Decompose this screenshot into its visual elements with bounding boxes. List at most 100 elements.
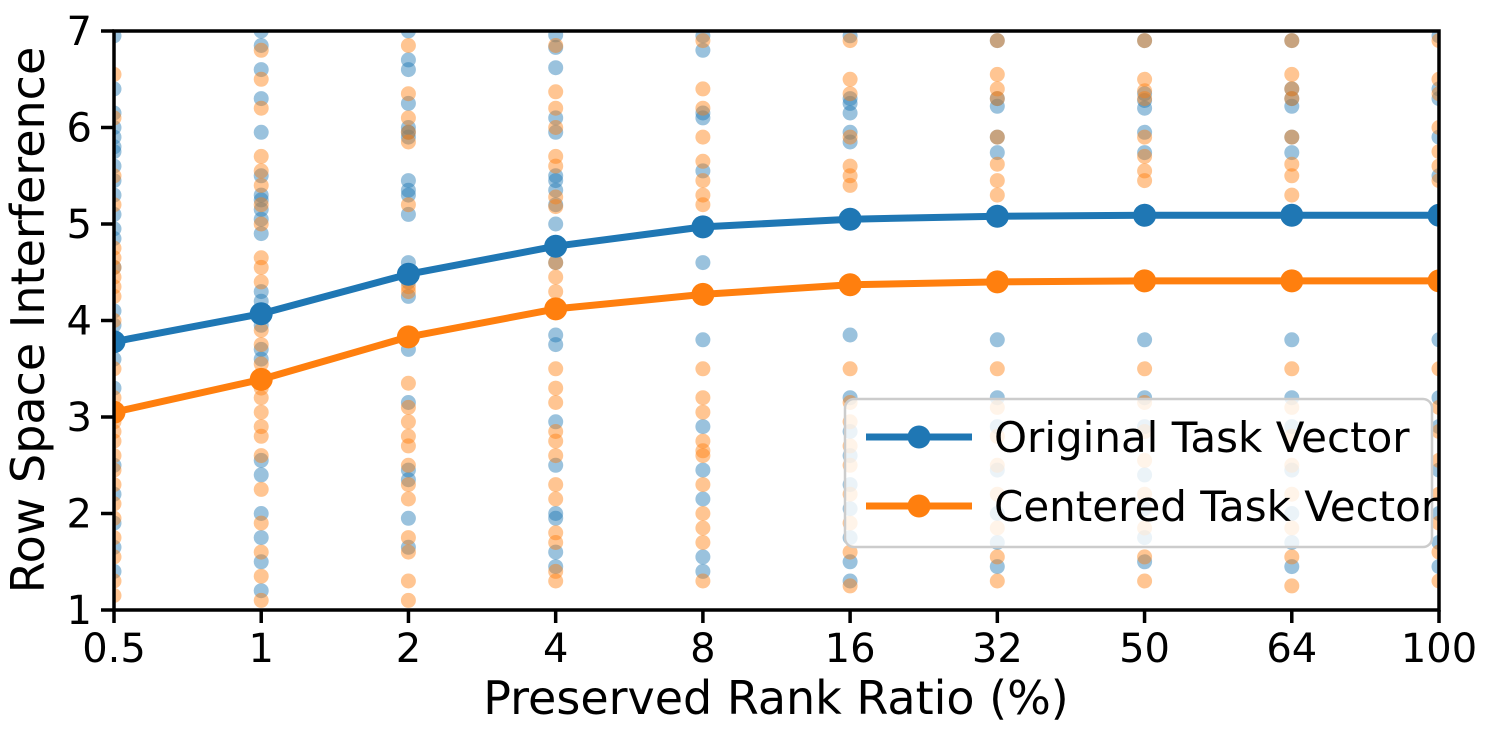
y-tick-label: 5	[67, 202, 92, 248]
series-marker	[838, 273, 862, 297]
scatter-point	[114, 573, 122, 589]
scatter-point	[400, 206, 416, 222]
y-tick-label: 6	[67, 106, 92, 152]
scatter-point	[1284, 91, 1300, 107]
scatter-point	[114, 81, 122, 97]
scatter-point	[400, 510, 416, 526]
scatter-point	[253, 337, 269, 353]
scatter-point	[400, 95, 416, 111]
scatter-point	[1137, 100, 1153, 116]
scatter-point	[1431, 515, 1439, 531]
scatter-point	[695, 197, 711, 213]
scatter-point	[114, 424, 122, 439]
scatter-point	[253, 31, 269, 39]
scatter-point	[253, 284, 269, 300]
scatter-point	[253, 515, 269, 531]
scatter-point	[1284, 361, 1300, 377]
scatter-point	[548, 544, 564, 560]
scatter-point	[842, 578, 858, 594]
scatter-point	[695, 33, 711, 49]
scatter-point	[253, 428, 269, 444]
scatter-point	[400, 110, 416, 126]
x-tick-label: 4	[543, 626, 568, 672]
scatter-point	[695, 433, 711, 449]
scatter-point	[548, 148, 564, 164]
scatter-point	[114, 187, 122, 203]
scatter-point	[114, 448, 122, 464]
scatter-point	[695, 105, 711, 121]
series-marker	[396, 325, 420, 349]
scatter-point	[695, 477, 711, 493]
series-marker	[691, 215, 715, 239]
scatter-point	[1431, 158, 1439, 174]
scatter-point	[253, 91, 269, 107]
scatter-point	[1284, 156, 1300, 172]
scatter-point	[114, 317, 122, 333]
x-tick-label: 2	[396, 626, 421, 672]
scatter-point	[1284, 187, 1300, 203]
scatter-point	[253, 211, 269, 227]
scatter-point	[1431, 91, 1439, 107]
scatter-point	[842, 177, 858, 193]
scatter-point	[1137, 71, 1153, 87]
scatter-point	[400, 182, 416, 198]
scatter-point	[1137, 163, 1153, 179]
scatter-point	[1431, 129, 1439, 145]
scatter-point	[842, 31, 858, 44]
scatter-point	[1431, 559, 1439, 575]
series-marker	[114, 330, 126, 354]
x-tick-label: 1	[248, 626, 273, 672]
scatter-point	[695, 491, 711, 507]
scatter-point	[253, 62, 269, 78]
scatter-point	[253, 100, 269, 116]
series-marker	[396, 262, 420, 286]
series-marker	[544, 234, 568, 258]
scatter-point	[400, 375, 416, 391]
y-axis-label: Row Space Interference	[1, 47, 55, 594]
scatter-point	[548, 38, 564, 53]
scatter-point	[253, 341, 269, 357]
scatter-point	[695, 573, 711, 589]
scatter-point	[400, 62, 416, 78]
x-tick-label: 64	[1266, 626, 1317, 672]
scatter-point	[548, 199, 564, 215]
scatter-point	[548, 535, 564, 550]
y-tick-label: 1	[67, 588, 92, 634]
scatter-point	[548, 120, 564, 135]
scatter-point	[1431, 332, 1439, 348]
scatter-point	[1431, 399, 1439, 415]
scatter-point	[1431, 506, 1439, 521]
scatter-point	[114, 510, 122, 526]
scatter-point	[400, 491, 416, 507]
scatter-point	[989, 66, 1005, 82]
scatter-point	[114, 380, 122, 396]
legend-label-centered: Centered Task Vector	[994, 482, 1439, 531]
scatter-point	[1137, 549, 1153, 565]
scatter-point	[548, 84, 564, 100]
scatter-point	[114, 221, 122, 237]
y-tick-label: 4	[67, 299, 92, 345]
scatter-point	[253, 568, 269, 584]
scatter-point	[253, 168, 269, 184]
scatter-point	[253, 250, 269, 266]
scatter-point	[114, 259, 122, 275]
scatter-point	[400, 539, 416, 555]
scatter-point	[400, 462, 416, 478]
scatter-point	[114, 588, 122, 603]
scatter-point	[989, 33, 1005, 49]
scatter-point	[989, 98, 1005, 114]
x-tick-label: 50	[1119, 626, 1170, 672]
scatter-point	[114, 563, 122, 579]
scatter-point	[253, 592, 269, 608]
scatter-point	[400, 288, 416, 304]
scatter-point	[114, 288, 122, 304]
legend-frame	[843, 397, 1434, 549]
legend-item-original: Original Task Vector	[866, 413, 1410, 462]
scatter-point	[695, 42, 711, 58]
scatter-point	[1431, 120, 1439, 135]
series-line	[114, 211, 1439, 346]
scatter-point	[400, 284, 416, 300]
scatter-point	[1431, 424, 1439, 439]
scatter-point	[114, 105, 122, 121]
